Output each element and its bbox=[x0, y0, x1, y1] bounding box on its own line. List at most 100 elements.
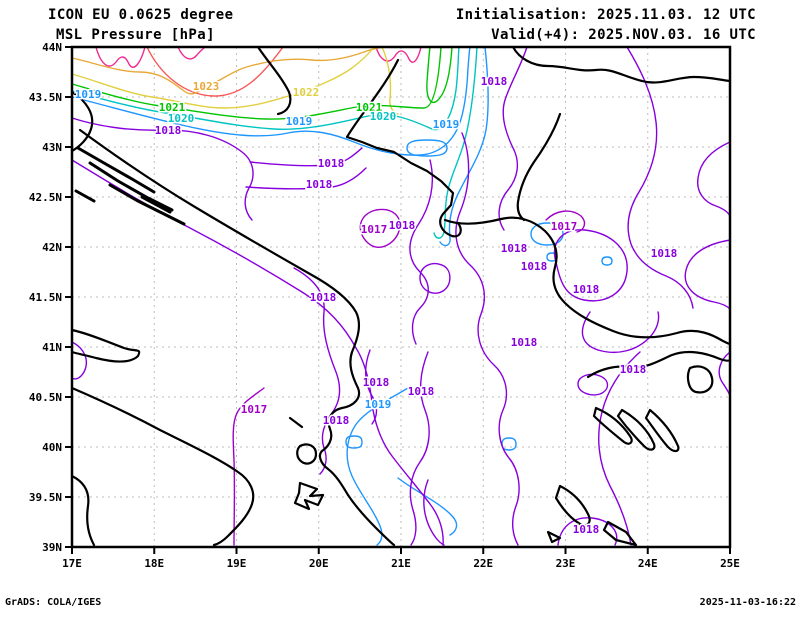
y-axis-tick-label: 40.5N bbox=[29, 391, 62, 404]
x-axis-tick-label: 23E bbox=[556, 557, 576, 570]
x-axis-tick-label: 20E bbox=[309, 557, 329, 570]
border-path bbox=[345, 58, 462, 238]
contour-path bbox=[626, 46, 694, 309]
contour-label: 1018 bbox=[620, 363, 647, 376]
contour-path bbox=[581, 311, 660, 354]
contour-label: 1018 bbox=[323, 414, 350, 427]
y-axis-tick-label: 39N bbox=[42, 541, 62, 554]
coastlines-and-borders bbox=[70, 45, 732, 547]
x-axis-tick-label: 21E bbox=[391, 557, 411, 570]
contour-path bbox=[498, 46, 528, 231]
contour-path bbox=[71, 46, 471, 156]
contour-path bbox=[146, 46, 284, 97]
grads-credit: GrADS: COLA/IGES bbox=[5, 597, 102, 608]
island-path bbox=[76, 146, 156, 194]
island-path bbox=[88, 161, 174, 212]
peninsula-path bbox=[616, 408, 656, 451]
contour-path bbox=[406, 139, 448, 157]
x-axis-tick-label: 19E bbox=[227, 557, 247, 570]
x-axis-tick-label: 17E bbox=[62, 557, 82, 570]
contour-label: 1022 bbox=[293, 86, 320, 99]
contour-label: 1018 bbox=[155, 124, 182, 137]
contour-path bbox=[409, 159, 433, 345]
contour-label: 1021 bbox=[159, 101, 186, 114]
contour-path bbox=[95, 46, 146, 68]
island-path bbox=[74, 189, 96, 203]
contour-path bbox=[71, 46, 442, 120]
contour-label: 1018 bbox=[573, 523, 600, 536]
x-axis-tick-label: 24E bbox=[638, 557, 658, 570]
border-path bbox=[256, 45, 292, 116]
contour-label: 1020 bbox=[370, 110, 397, 123]
contour-path bbox=[423, 479, 445, 546]
y-axis-tick-label: 41.5N bbox=[29, 291, 62, 304]
contour-path bbox=[426, 46, 453, 104]
island-path bbox=[140, 195, 172, 214]
contour-path bbox=[365, 349, 378, 425]
island-path bbox=[546, 530, 562, 544]
contour-label: 1018 bbox=[521, 260, 548, 273]
contour-path bbox=[697, 141, 731, 217]
contour-label: 1018 bbox=[511, 336, 538, 349]
contour-path bbox=[598, 351, 641, 546]
contour-label: 1019 bbox=[433, 118, 460, 131]
contour-path bbox=[249, 147, 363, 167]
contour-lines bbox=[71, 46, 731, 546]
contour-path bbox=[293, 267, 341, 475]
contour-path bbox=[71, 159, 444, 546]
contour-label: 1018 bbox=[651, 247, 678, 260]
contour-path bbox=[375, 46, 422, 63]
coastline-path bbox=[70, 328, 141, 363]
contour-path bbox=[71, 46, 385, 95]
contour-path bbox=[577, 373, 609, 396]
contour-path bbox=[397, 477, 458, 536]
contour-path bbox=[501, 437, 517, 451]
border-path bbox=[511, 45, 732, 84]
contour-path bbox=[557, 517, 618, 546]
contour-label: 1021 bbox=[356, 101, 383, 114]
contour-path bbox=[381, 46, 399, 115]
peninsula-path bbox=[644, 408, 680, 453]
contour-path bbox=[530, 222, 564, 246]
contour-path bbox=[71, 46, 460, 131]
peninsula-path bbox=[592, 406, 633, 445]
contour-path bbox=[232, 387, 265, 546]
contour-label: 1019 bbox=[286, 115, 313, 128]
contour-label: 1018 bbox=[408, 385, 435, 398]
contour-path bbox=[71, 341, 88, 380]
contour-label: 1019 bbox=[365, 398, 392, 411]
contour-path bbox=[409, 351, 430, 546]
island-path bbox=[108, 183, 186, 226]
border-path bbox=[516, 112, 562, 222]
contour-label: 1018 bbox=[501, 242, 528, 255]
coastline-path bbox=[586, 350, 732, 379]
render-timestamp: 2025-11-03-16:22 bbox=[699, 597, 796, 608]
border-path bbox=[443, 216, 732, 346]
coastline-path bbox=[78, 128, 396, 547]
island-path bbox=[686, 365, 714, 394]
contour-path bbox=[684, 239, 731, 310]
y-axis-tick-label: 41N bbox=[42, 341, 62, 354]
contour-path bbox=[545, 210, 586, 233]
contour-label: 1018 bbox=[363, 376, 390, 389]
y-axis-tick-label: 43N bbox=[42, 141, 62, 154]
coastline-path bbox=[554, 484, 591, 527]
contour-label: 1023 bbox=[193, 80, 220, 93]
contour-path bbox=[419, 262, 451, 294]
island-path bbox=[296, 443, 318, 465]
x-axis-tick-label: 22E bbox=[473, 557, 493, 570]
contour-path bbox=[601, 256, 613, 266]
contour-label: 1017 bbox=[551, 220, 578, 233]
axis-layer: 17E 18E 19E 20E 21E 22E 23E 24E 25E 44N 43.5N 43N 42… bbox=[29, 41, 740, 570]
contour-path bbox=[433, 46, 478, 239]
y-axis-tick-label: 42N bbox=[42, 241, 62, 254]
contour-path bbox=[553, 229, 628, 302]
contour-label: 1018 bbox=[389, 219, 416, 232]
y-axis-tick-label: 39.5N bbox=[29, 491, 62, 504]
island-path bbox=[288, 416, 304, 429]
valid-time-label: Valid(+4): 2025.NOV.03. 16 UTC bbox=[491, 27, 756, 43]
contour-label: 1020 bbox=[168, 112, 195, 125]
